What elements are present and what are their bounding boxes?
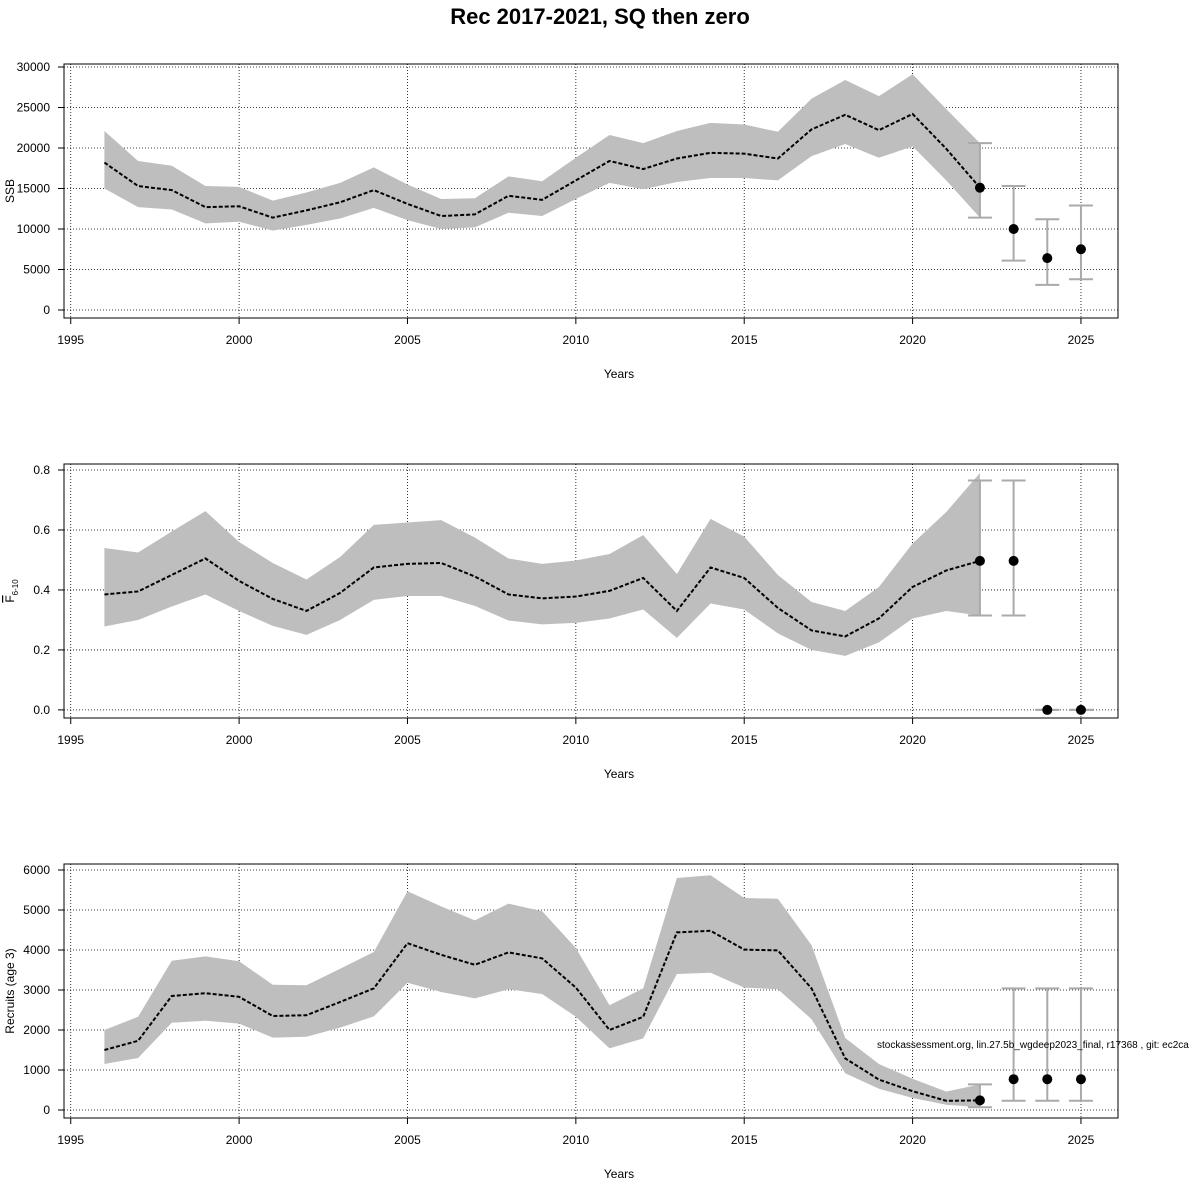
- x-axis-label: Years: [604, 1167, 634, 1181]
- forecast-point: [1042, 253, 1053, 264]
- y-tick-label: 5000: [23, 903, 50, 917]
- forecast-point: [1075, 244, 1086, 255]
- x-tick-label: 1995: [57, 1133, 84, 1147]
- error-bar: [1035, 218, 1060, 286]
- y-tick-label: 5000: [23, 262, 50, 276]
- y-tick-label: 6000: [23, 863, 50, 877]
- y-tick-label: 4000: [23, 943, 50, 957]
- y-axis-label: Recruits (age 3): [3, 948, 17, 1033]
- error-bar: [1001, 479, 1026, 617]
- y-tick-label: 0.6: [33, 523, 50, 537]
- estimate-line: [104, 557, 981, 638]
- forecast-point: [1008, 1074, 1019, 1085]
- x-tick-label: 1995: [57, 333, 84, 347]
- y-tick-label: 30000: [17, 60, 51, 74]
- y-tick-label: 0: [43, 1103, 50, 1117]
- y-tick-label: 25000: [17, 100, 51, 114]
- x-tick-label: 2015: [731, 333, 758, 347]
- annotation: stockassessment.org, lin.27.5b_wgdeep202…: [877, 1040, 1189, 1051]
- confidence-band: [104, 74, 980, 231]
- forecast-point: [1042, 704, 1053, 715]
- confidence-band: [104, 472, 980, 656]
- plot-frame: [63, 63, 1119, 319]
- x-tick-label: 2000: [226, 333, 253, 347]
- x-tick-label: 2005: [394, 733, 421, 747]
- y-tick-label: 0.4: [33, 583, 50, 597]
- confidence-band: [104, 875, 980, 1108]
- y-tick-label: 2000: [23, 1023, 50, 1037]
- forecast-point: [974, 182, 985, 193]
- y-axis-label: SSB: [3, 179, 17, 203]
- y-tick-label: 0.2: [33, 643, 50, 657]
- y-tick-label: 15000: [17, 181, 51, 195]
- y-axis-label-main: F: [3, 595, 17, 602]
- forecast-point: [1075, 1074, 1086, 1085]
- error-bar: [967, 479, 992, 617]
- forecast-point: [1042, 1074, 1053, 1085]
- x-tick-label: 2020: [899, 733, 926, 747]
- x-tick-label: 2005: [394, 1133, 421, 1147]
- estimate-line: [103, 112, 981, 219]
- forecast-point: [974, 1095, 985, 1106]
- forecast-point: [1075, 704, 1086, 715]
- y-axis-label-main: SSB: [3, 179, 17, 203]
- x-tick-label: 2025: [1068, 733, 1095, 747]
- y-tick-label: 20000: [17, 141, 51, 155]
- x-tick-label: 2010: [562, 333, 589, 347]
- x-tick-label: 2015: [731, 1133, 758, 1147]
- x-tick-label: 2010: [562, 1133, 589, 1147]
- x-tick-label: 2020: [899, 333, 926, 347]
- x-tick-label: 2000: [226, 733, 253, 747]
- error-bar: [967, 142, 992, 219]
- x-tick-label: 2025: [1068, 333, 1095, 347]
- x-tick-label: 2000: [226, 1133, 253, 1147]
- plot-frame: [63, 863, 1119, 1119]
- y-axis-label-main: Recruits (age 3): [3, 948, 17, 1033]
- x-axis-label: Years: [604, 767, 634, 781]
- y-axis-label-sub: 6-10: [11, 579, 20, 596]
- y-tick-label: 0: [43, 303, 50, 317]
- forecast-point: [1008, 555, 1019, 566]
- forecast-point: [1008, 223, 1019, 234]
- x-tick-label: 1995: [57, 733, 84, 747]
- x-tick-label: 2025: [1068, 1133, 1095, 1147]
- x-axis-label: Years: [604, 367, 634, 381]
- x-tick-label: 2020: [899, 1133, 926, 1147]
- x-tick-label: 2010: [562, 733, 589, 747]
- y-tick-label: 3000: [23, 983, 50, 997]
- error-bar: [1068, 204, 1093, 281]
- y-tick-label: 1000: [23, 1063, 50, 1077]
- y-tick-label: 0.8: [33, 463, 50, 477]
- y-tick-label: 10000: [17, 222, 51, 236]
- y-tick-label: 0.0: [33, 703, 50, 717]
- y-axis-label: F6-10: [3, 579, 20, 603]
- x-tick-label: 2015: [731, 733, 758, 747]
- estimate-line: [104, 929, 980, 1102]
- chart-title: Rec 2017-2021, SQ then zero: [450, 4, 750, 29]
- plot-frame: [63, 463, 1119, 719]
- x-tick-label: 2005: [394, 333, 421, 347]
- forecast-point: [974, 555, 985, 566]
- error-bar: [1001, 185, 1026, 262]
